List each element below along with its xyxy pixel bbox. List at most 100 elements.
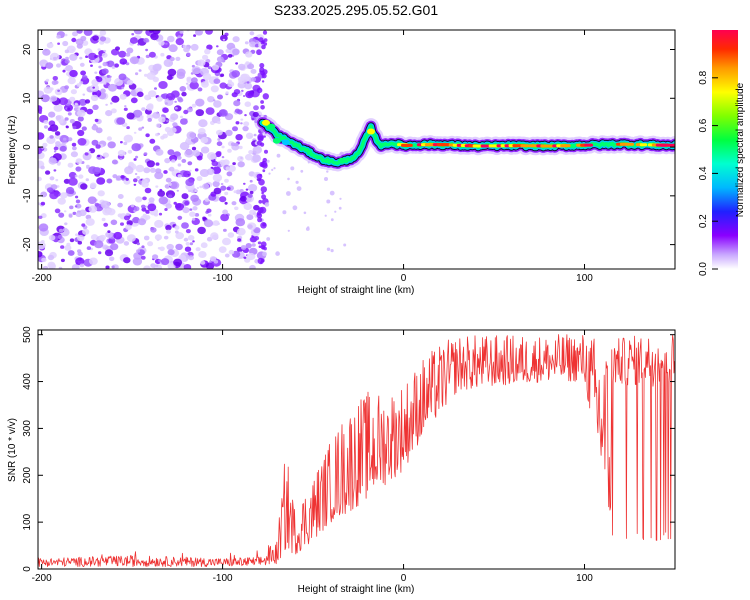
noise-speck	[72, 31, 78, 37]
noise-speck	[257, 207, 264, 214]
noise-speck	[164, 208, 168, 211]
noise-speck	[86, 246, 92, 251]
noise-speck	[86, 108, 94, 115]
noise-speck	[106, 178, 113, 184]
noise-speck	[268, 172, 271, 175]
noise-speck	[117, 213, 123, 218]
signal-blob	[338, 157, 346, 164]
noise-speck	[160, 93, 166, 99]
noise-speck	[68, 214, 73, 218]
noise-speck	[62, 69, 66, 73]
noise-speck	[75, 211, 83, 218]
noise-speck	[75, 199, 81, 204]
noise-speck	[212, 173, 223, 182]
noise-speck	[46, 187, 54, 193]
colorbar-tick-label: 0.2	[698, 214, 709, 228]
noise-speck	[198, 128, 206, 135]
noise-speck	[46, 136, 56, 145]
noise-speck	[101, 217, 106, 222]
noise-speck	[216, 151, 222, 156]
noise-speck	[217, 222, 221, 225]
noise-speck	[54, 131, 61, 136]
noise-speck	[296, 186, 302, 192]
noise-speck	[236, 227, 246, 236]
noise-speck	[237, 155, 244, 162]
colorbar-tick-label: 0.4	[698, 166, 709, 180]
noise-speck	[194, 168, 199, 172]
noise-speck	[57, 197, 66, 205]
noise-speck	[251, 118, 255, 121]
noise-speck	[185, 178, 195, 187]
noise-speck	[143, 265, 151, 269]
noise-speck	[173, 258, 183, 267]
noise-speck	[156, 96, 163, 102]
noise-speck	[263, 38, 268, 42]
noise-speck	[238, 145, 243, 150]
noise-speck	[250, 77, 257, 82]
noise-speck	[145, 209, 151, 214]
noise-speck	[260, 40, 265, 45]
noise-speck	[223, 228, 227, 232]
noise-speck	[166, 119, 169, 123]
noise-speck	[243, 121, 250, 127]
noise-speck	[98, 65, 102, 69]
noise-speck	[200, 260, 206, 265]
noise-speck	[110, 102, 113, 105]
snr-frame	[37, 329, 676, 570]
noise-speck	[210, 232, 219, 240]
noise-speck	[180, 118, 188, 125]
noise-speck	[224, 178, 229, 183]
noise-speck	[185, 82, 189, 85]
noise-speck	[145, 48, 149, 52]
noise-speck	[77, 251, 83, 257]
noise-speck	[231, 201, 237, 206]
noise-speck	[292, 205, 298, 211]
noise-speck	[179, 115, 184, 119]
noise-speck	[191, 66, 202, 75]
noise-speck	[207, 96, 215, 103]
noise-speck	[94, 54, 98, 59]
noise-speck	[261, 162, 268, 169]
noise-speck	[232, 126, 238, 132]
noise-speck	[147, 241, 154, 247]
noise-speck	[171, 90, 180, 98]
noise-speck	[111, 159, 118, 165]
noise-speck	[276, 153, 281, 158]
noise-speck	[74, 205, 78, 208]
noise-speck	[181, 158, 187, 163]
noise-speck	[183, 109, 189, 115]
noise-speck	[222, 159, 230, 166]
noise-speck	[80, 35, 87, 42]
noise-speck	[77, 240, 83, 245]
snr-series-line	[38, 334, 675, 567]
noise-speck	[174, 106, 178, 110]
noise-speck	[165, 224, 172, 231]
noise-speck	[129, 56, 139, 65]
noise-speck	[189, 169, 192, 172]
noise-speck	[295, 180, 299, 184]
noise-speck	[126, 112, 135, 120]
noise-speck	[244, 101, 252, 107]
noise-speck	[96, 76, 103, 82]
noise-speck	[40, 94, 50, 103]
y-tick-label: 20	[22, 44, 33, 56]
noise-speck	[260, 186, 267, 193]
noise-speck	[95, 144, 101, 149]
noise-speck	[40, 201, 46, 206]
noise-speck	[197, 59, 206, 67]
noise-speck	[138, 69, 142, 72]
noise-speck	[179, 86, 187, 92]
noise-speck	[204, 197, 210, 202]
noise-speck	[130, 204, 135, 208]
noise-speck	[58, 97, 68, 106]
y-tick-label: 400	[22, 373, 33, 390]
noise-speck	[326, 199, 331, 204]
noise-speck	[158, 81, 168, 89]
noise-speck	[133, 178, 138, 183]
noise-speck	[55, 115, 64, 122]
noise-speck	[155, 162, 160, 166]
noise-speck	[196, 187, 200, 189]
noise-speck	[262, 157, 268, 163]
noise-speck	[42, 48, 51, 56]
noise-speck	[191, 146, 197, 151]
